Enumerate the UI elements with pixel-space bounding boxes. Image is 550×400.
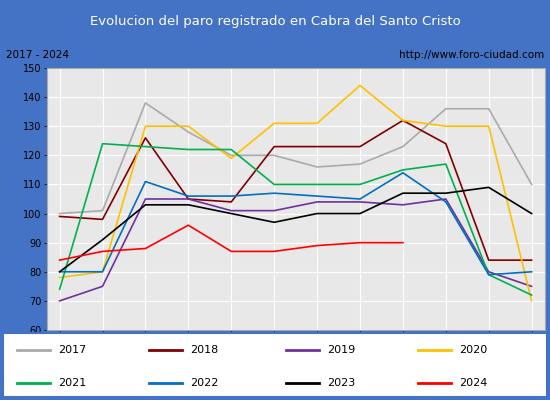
Text: 2022: 2022 [190,378,218,388]
Text: 2019: 2019 [327,344,355,354]
FancyBboxPatch shape [3,333,547,397]
Text: http://www.foro-ciudad.com: http://www.foro-ciudad.com [399,50,544,60]
Text: 2017: 2017 [58,344,86,354]
Text: 2017 - 2024: 2017 - 2024 [6,50,69,60]
Text: 2018: 2018 [190,344,218,354]
Text: Evolucion del paro registrado en Cabra del Santo Cristo: Evolucion del paro registrado en Cabra d… [90,14,460,28]
Text: 2024: 2024 [459,378,488,388]
Text: 2023: 2023 [327,378,355,388]
Text: 2020: 2020 [459,344,487,354]
Text: 2021: 2021 [58,378,86,388]
